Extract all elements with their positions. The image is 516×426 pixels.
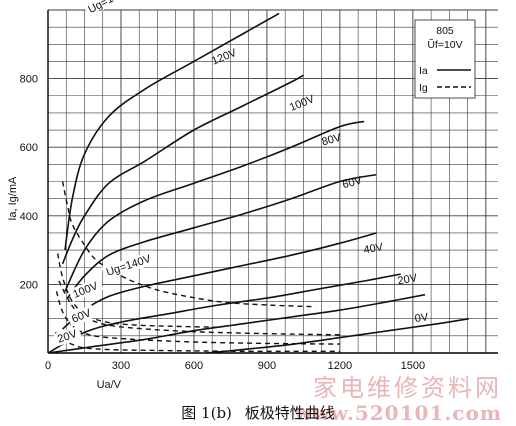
grid-current-curve [58, 280, 340, 336]
curve-label: Ug=140V [105, 253, 153, 279]
curve-label: 20V [397, 272, 419, 287]
x-axis-label: Ua/V [97, 379, 122, 391]
curve-label-background [83, 0, 137, 18]
plate-current-curve [66, 173, 377, 299]
curve-label-background [68, 277, 104, 303]
watermark-text: 家电维修资料网 [313, 374, 502, 402]
grid-current-curve [61, 181, 316, 308]
plate-characteristics-chart: 0 300 600 900 1200 1500 200 400 600 800 Ua/V Ia, Ig… [7, 0, 498, 391]
x-tick-label: 1500 [401, 360, 425, 372]
y-axis-label: Ia, Ig/mA [7, 176, 19, 221]
plate-current-curve [64, 120, 365, 292]
watermark: 家电维修资料网 www.520101.com [294, 374, 502, 424]
plate-current-curve [61, 74, 304, 265]
plate-current-curve [47, 273, 401, 354]
legend-label: Ia [419, 65, 428, 77]
curve-label-background [101, 250, 157, 280]
x-tick-label: 1200 [328, 360, 352, 372]
curve-label: 0V [414, 311, 430, 325]
legend-label: Ig [419, 82, 428, 94]
legend-title: 805 [436, 25, 454, 37]
grid-current-curve [55, 291, 340, 345]
x-tick-label: 0 [45, 360, 51, 372]
curve-label: 20V [56, 328, 79, 346]
legend-box [414, 19, 476, 99]
y-tick-label: 800 [20, 74, 38, 86]
plate-current-curve [64, 12, 280, 251]
curve-label: 100V [288, 93, 317, 114]
y-tick-label: 200 [20, 279, 38, 291]
figure-caption: 图 1(b) 板极特性曲线 [0, 402, 516, 423]
x-tick-label: 300 [112, 360, 130, 372]
plate-current-curve [206, 317, 469, 354]
x-tick-label: 600 [185, 360, 203, 372]
curve-label: 40V [363, 241, 385, 256]
chart-title: 板极特性曲线 [244, 404, 335, 422]
x-tick-label: 900 [258, 360, 276, 372]
legend-title: Ũf=10V [427, 38, 462, 51]
plate-current-curve [47, 293, 426, 354]
grid-current-curve [54, 331, 340, 353]
curve-label: 80V [321, 132, 344, 149]
plate-current-curve [62, 232, 377, 330]
curve-label: Ug=140V [86, 0, 133, 16]
figure-number: 图 1(b) [181, 404, 232, 422]
watermark-url: www.520101.com [294, 401, 502, 425]
curve-label: 100V [71, 280, 100, 301]
y-tick-label: 400 [20, 211, 38, 223]
y-tick-label: 600 [20, 142, 38, 154]
curve-label: 60V [341, 174, 364, 191]
curve-label-background [53, 325, 83, 347]
curve-label-background [67, 304, 97, 327]
